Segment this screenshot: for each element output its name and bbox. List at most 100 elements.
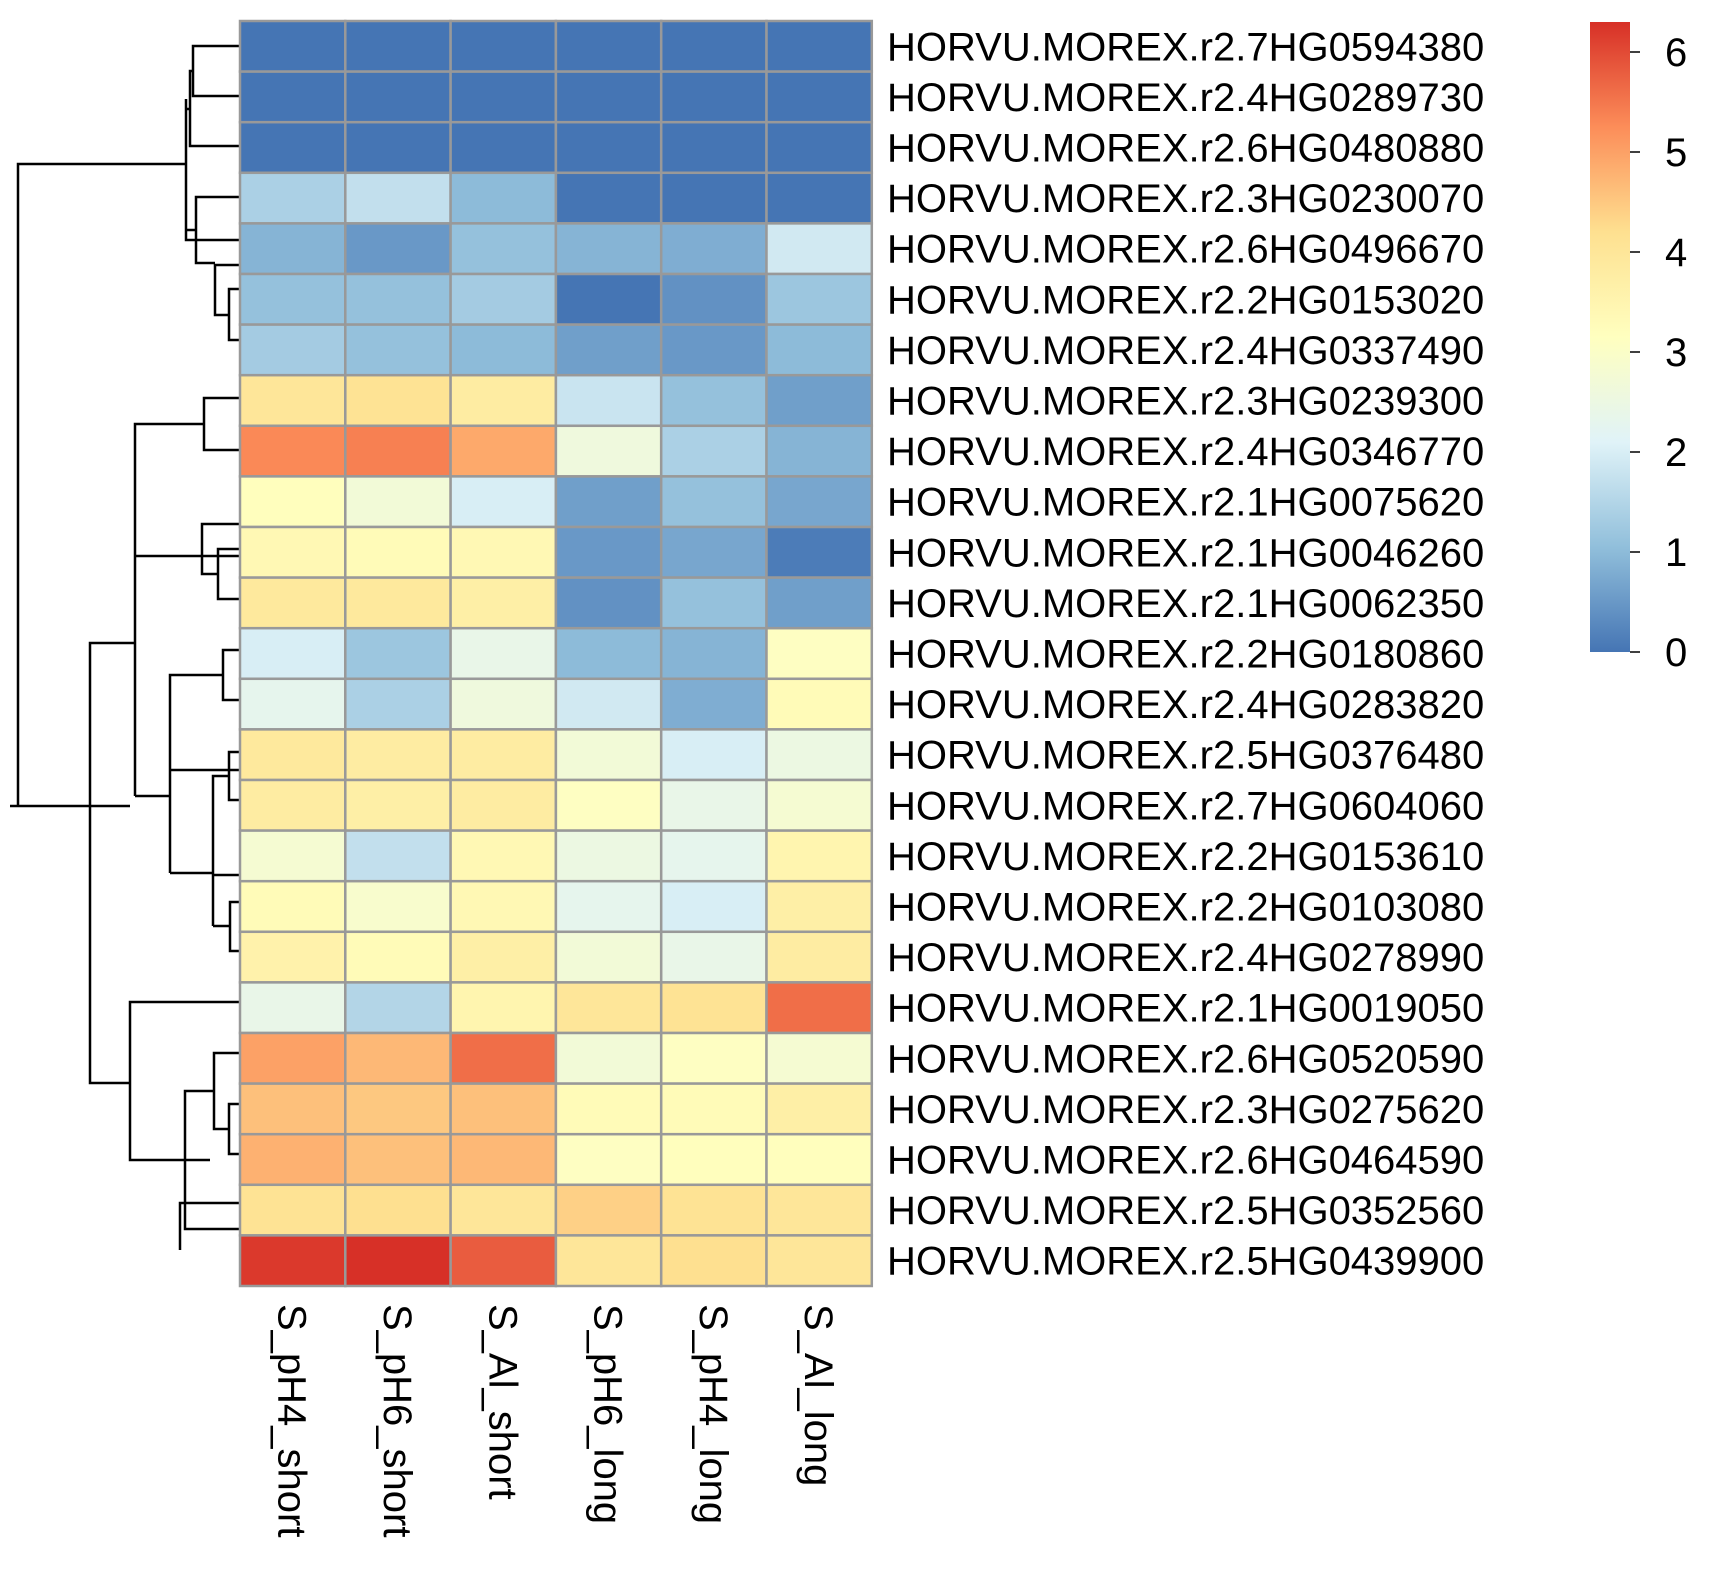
heatmap-cell (554, 829, 663, 883)
heatmap-cell (554, 525, 663, 579)
heatmap-cell (449, 728, 558, 782)
heatmap-cell (659, 525, 768, 579)
heatmap-cell (659, 930, 768, 984)
heatmap-cell (554, 677, 663, 731)
heatmap-cell (554, 728, 663, 782)
row-label: HORVU.MOREX.r2.2HG0180860 (887, 633, 1484, 677)
row-label: HORVU.MOREX.r2.2HG0153020 (887, 278, 1484, 322)
heatmap-cell (554, 19, 663, 73)
heatmap-cell (449, 272, 558, 326)
heatmap-cell (659, 323, 768, 377)
heatmap-cell (238, 1183, 347, 1237)
heatmap-cell (449, 981, 558, 1035)
heatmap-cell (554, 778, 663, 832)
heatmap-cell (659, 829, 768, 883)
heatmap-cell (554, 1031, 663, 1085)
row-label: HORVU.MOREX.r2.5HG0352560 (887, 1189, 1484, 1233)
heatmap-cell (554, 373, 663, 428)
heatmap-cell (344, 424, 452, 478)
row-labels: HORVU.MOREX.r2.7HG0594380 HORVU.MOREX.r2.… (887, 25, 1484, 1283)
row-label: HORVU.MOREX.r2.1HG0046260 (887, 531, 1484, 575)
heatmap-cell (765, 1132, 874, 1187)
heatmap-cell (554, 981, 663, 1035)
heatmap-cell (449, 1183, 558, 1237)
heatmap-cell (659, 778, 768, 832)
heatmap-cell (344, 272, 452, 326)
row-label: HORVU.MOREX.r2.1HG0019050 (887, 987, 1484, 1031)
heatmap-cell (449, 1234, 558, 1288)
heatmap-cell (659, 1132, 768, 1187)
column-labels: S_pH4_short S_pH6_short S_Al_short S_pH6_lo… (270, 1304, 840, 1537)
heatmap-cell (765, 19, 874, 73)
heatmap-cell (659, 1031, 768, 1085)
heatmap-cell (765, 1082, 874, 1136)
heatmap-cell (449, 1082, 558, 1136)
heatmap-cell (659, 424, 768, 478)
heatmap-cell (659, 981, 768, 1035)
heatmap-cell (449, 576, 558, 630)
heatmap-cell (449, 475, 558, 529)
heatmap-cell (449, 120, 558, 175)
heatmap-cell (659, 626, 768, 681)
heatmap-cell (765, 222, 874, 276)
heatmap-cell (449, 778, 558, 832)
row-label: HORVU.MOREX.r2.2HG0103080 (887, 886, 1484, 930)
heatmap-cell (449, 171, 558, 225)
heatmap-cell (659, 1082, 768, 1136)
row-label: HORVU.MOREX.r2.4HG0283820 (887, 683, 1484, 727)
heatmap-cell (238, 323, 347, 377)
heatmap-cell (554, 272, 663, 326)
heatmap-cell (449, 677, 558, 731)
heatmap-cell (238, 677, 347, 731)
row-label: HORVU.MOREX.r2.7HG0594380 (887, 25, 1484, 69)
heatmap-cell (554, 1183, 663, 1237)
heatmap-cell (765, 525, 874, 579)
heatmap-cell (238, 778, 347, 832)
heatmap-cell (765, 323, 874, 377)
heatmap-cell (554, 424, 663, 478)
heatmap-cell (344, 120, 452, 175)
dendrogram-branches (10, 44, 240, 1250)
heatmap-cell (344, 1183, 452, 1237)
heatmap-cell (238, 70, 347, 124)
heatmap-cell (238, 728, 347, 782)
colorbar-ticks: 0 1 2 3 4 5 6 (1630, 31, 1687, 675)
heatmap-cell (344, 475, 452, 529)
heatmap-cell (554, 120, 663, 175)
heatmap-cell (554, 879, 663, 934)
row-label: HORVU.MOREX.r2.4HG0337490 (887, 329, 1484, 373)
row-label: HORVU.MOREX.r2.6HG0464590 (887, 1139, 1484, 1183)
heatmap-cell (659, 475, 768, 529)
heatmap-cell (238, 981, 347, 1035)
heatmap-cell (449, 626, 558, 681)
heatmap-cell (238, 525, 347, 579)
heatmap-cell (765, 120, 874, 175)
heatmap-cell (344, 1031, 452, 1085)
heatmap-cell (344, 576, 452, 630)
heatmap-cell (659, 1183, 768, 1237)
heatmap-cell (344, 626, 452, 681)
row-label: HORVU.MOREX.r2.2HG0153610 (887, 835, 1484, 879)
heatmap-cell (554, 1132, 663, 1187)
row-label: HORVU.MOREX.r2.3HG0239300 (887, 380, 1484, 424)
colorbar-gradient (1590, 22, 1630, 652)
heatmap-cells (238, 19, 874, 1288)
heatmap-cell (554, 475, 663, 529)
heatmap-cell (554, 1082, 663, 1136)
colorbar-tick-label: 1 (1665, 531, 1687, 575)
row-label: HORVU.MOREX.r2.6HG0480880 (887, 127, 1484, 171)
heatmap-cell (765, 1031, 874, 1085)
heatmap-cell (554, 626, 663, 681)
heatmap-cell (765, 424, 874, 478)
heatmap-cell (765, 626, 874, 681)
heatmap-cell (765, 475, 874, 529)
column-label: S_Al_short (480, 1304, 524, 1500)
heatmap-cell (765, 677, 874, 731)
row-dendrogram (10, 44, 240, 1250)
heatmap-cell (238, 1031, 347, 1085)
heatmap-cell (659, 70, 768, 124)
heatmap-cell (344, 728, 452, 782)
heatmap-cell (238, 576, 347, 630)
colorbar-tick-label: 6 (1665, 31, 1687, 75)
row-label: HORVU.MOREX.r2.1HG0075620 (887, 481, 1484, 525)
